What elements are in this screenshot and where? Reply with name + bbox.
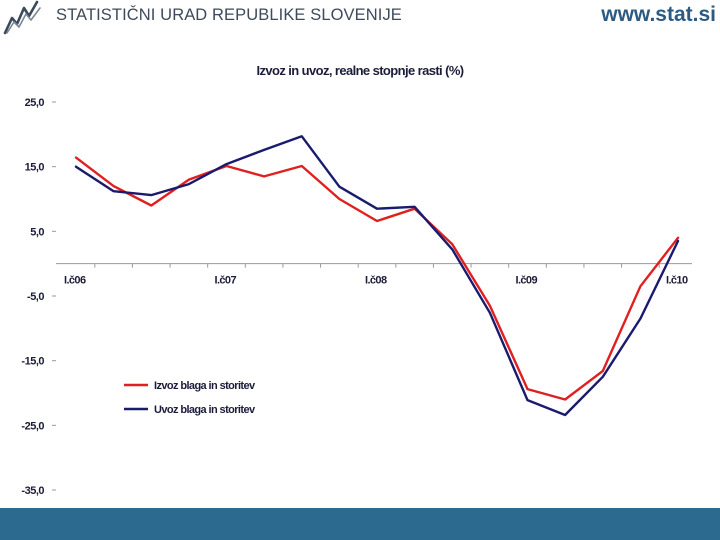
- footer-bar: [0, 508, 720, 540]
- series-line-import: [74, 135, 680, 417]
- legend-label: Uvoz blaga in storitev: [154, 404, 256, 416]
- sursi-logo-icon: [3, 0, 41, 35]
- y-tick-label: 5,0: [30, 226, 44, 238]
- y-tick-label: -35,0: [21, 485, 44, 497]
- x-tick-label: I.č07: [215, 275, 237, 287]
- x-tick-label: I.č09: [516, 275, 538, 287]
- line-chart: 25,0 15,0 5,0 -5,0 -15,0 -25,0 -35,0 I.č06 I.č07…: [21, 97, 692, 497]
- legend-label: Izvoz blaga in storitev: [154, 380, 256, 392]
- header: STATISTIČNI URAD REPUBLIKE SLOVENIJE www…: [0, 0, 720, 36]
- y-tick-label: -5,0: [27, 291, 44, 303]
- x-tick-label: I.č06: [64, 275, 86, 287]
- x-tick-label: I.č10: [666, 275, 688, 287]
- y-tick-label: 25,0: [25, 97, 45, 109]
- y-tick-label: -15,0: [21, 356, 44, 368]
- site-url-link[interactable]: www.stat.si: [601, 3, 716, 26]
- y-tick-label: 15,0: [25, 162, 45, 174]
- org-name: STATISTIČNI URAD REPUBLIKE SLOVENIJE: [56, 6, 402, 24]
- y-tick-label: -25,0: [21, 420, 44, 432]
- x-tick-label: I.č08: [365, 275, 387, 287]
- chart-title: Izvoz in uvoz, realne stopnje rasti (%): [256, 63, 464, 78]
